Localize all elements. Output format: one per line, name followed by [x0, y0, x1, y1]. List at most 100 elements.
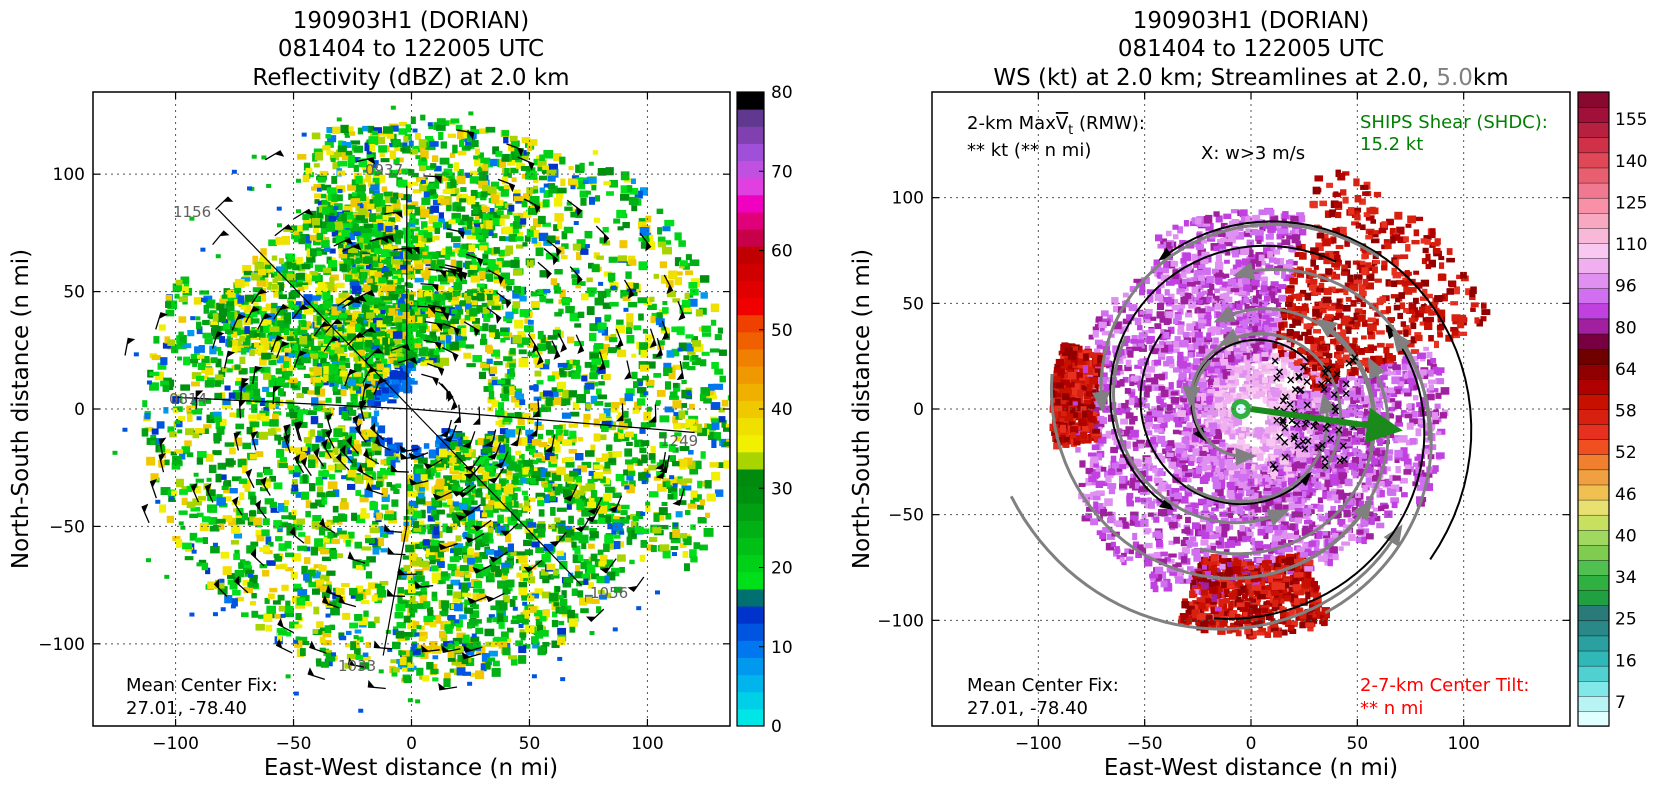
reflectivity-cell: [498, 419, 505, 428]
reflectivity-cell: [626, 527, 636, 533]
reflectivity-cell: [395, 483, 402, 489]
reflectivity-cell: [485, 220, 493, 230]
reflectivity-cell: [515, 231, 523, 241]
reflectivity-cell: [234, 278, 245, 288]
reflectivity-cell: [557, 362, 568, 368]
reflectivity-cell: [234, 549, 240, 556]
reflectivity-cell: [249, 577, 258, 586]
reflectivity-cell: [355, 175, 363, 184]
reflectivity-cell: [360, 327, 366, 336]
reflectivity-cell: [461, 656, 469, 665]
reflectivity-cell: [672, 364, 682, 370]
reflectivity-cell: [371, 416, 378, 423]
reflectivity-cell: [150, 473, 159, 481]
reflectivity-cell: [324, 246, 331, 252]
reflectivity-cell: [685, 334, 694, 339]
reflectivity-cell: [629, 480, 636, 487]
reflectivity-cell: [214, 392, 223, 400]
reflectivity-cell: [416, 667, 424, 676]
reflectivity-cell: [351, 266, 358, 274]
reflectivity-cell: [198, 559, 207, 565]
reflectivity-cell: [485, 214, 494, 219]
reflectivity-cell: [495, 483, 501, 490]
reflectivity-cell: [476, 647, 482, 656]
reflectivity-cell: [466, 363, 476, 368]
reflectivity-cell: [240, 305, 246, 310]
reflectivity-cell: [419, 205, 426, 210]
reflectivity-cell: [404, 282, 412, 287]
reflectivity-cell: [435, 348, 445, 353]
reflectivity-cell: [688, 282, 698, 289]
reflectivity-cell: [381, 259, 391, 265]
reflectivity-cell: [350, 393, 358, 402]
reflectivity-cell: [319, 636, 326, 643]
reflectivity-cell: [365, 389, 372, 398]
reflectivity-cell: [263, 341, 270, 350]
reflectivity-cell: [690, 491, 698, 498]
reflectivity-cell: [165, 309, 175, 317]
reflectivity-cell: [460, 587, 469, 596]
reflectivity-cell: [278, 258, 284, 265]
reflectivity-cell: [456, 194, 463, 201]
reflectivity-cell: [446, 584, 454, 590]
reflectivity-cell: [266, 281, 273, 290]
reflectivity-cell: [238, 562, 246, 569]
reflectivity-cell: [478, 267, 486, 273]
reflectivity-cell: [406, 479, 414, 488]
reflectivity-cell: [323, 237, 330, 242]
reflectivity-cell: [523, 325, 534, 333]
reflectivity-cell: [591, 598, 600, 604]
reflectivity-cell: [304, 535, 311, 545]
reflectivity-cell: [411, 444, 418, 452]
reflectivity-cell: [361, 321, 369, 327]
reflectivity-cell: [577, 580, 587, 585]
reflectivity-cell: [316, 352, 323, 358]
reflectivity-cell: [363, 202, 370, 210]
reflectivity-cell: [608, 337, 618, 343]
reflectivity-cell: [181, 497, 188, 505]
reflectivity-cell: [160, 357, 168, 365]
reflectivity-cell: [322, 345, 332, 352]
reflectivity-cell: [634, 190, 643, 199]
reflectivity-cell: [401, 267, 409, 274]
reflectivity-cell: [590, 362, 598, 371]
reflectivity-cell: [689, 425, 698, 431]
reflectivity-cell: [367, 165, 373, 174]
reflectivity-cell: [319, 451, 328, 458]
reflectivity-cell: [452, 144, 458, 154]
reflectivity-cell: [504, 167, 510, 176]
reflectivity-cell: [498, 641, 508, 649]
reflectivity-cell: [209, 345, 217, 355]
reflectivity-cell: [163, 459, 170, 466]
reflectivity-cell: [725, 423, 730, 430]
reflectivity-cell: [363, 294, 374, 301]
reflectivity-cell: [425, 266, 431, 276]
reflectivity-cell: [269, 326, 280, 332]
reflectivity-cell: [340, 355, 346, 361]
reflectivity-cell: [673, 271, 683, 276]
reflectivity-cell: [305, 500, 312, 509]
reflectivity-cell: [305, 234, 312, 244]
reflectivity-cell: [355, 585, 364, 592]
reflectivity-cell: [454, 465, 461, 471]
reflectivity-cell: [279, 457, 288, 462]
reflectivity-cell: [485, 661, 491, 670]
reflectivity-cell: [629, 188, 639, 195]
reflectivity-cell: [439, 157, 450, 165]
reflectivity-cell: [315, 250, 322, 257]
reflectivity-cell: [638, 313, 644, 321]
reflectivity-cell: [569, 312, 580, 322]
reflectivity-cell: [524, 318, 531, 324]
reflectivity-cell: [410, 148, 418, 155]
reflectivity-cell: [348, 249, 354, 257]
reflectivity-cell: [214, 579, 225, 589]
reflectivity-cell: [482, 323, 489, 332]
reflectivity-cell: [541, 591, 551, 599]
reflectivity-cell: [326, 126, 334, 133]
reflectivity-cell: [640, 528, 650, 535]
reflectivity-cell: [208, 464, 217, 474]
reflectivity-cell: [344, 435, 352, 441]
reflectivity-cell: [527, 139, 538, 146]
reflectivity-cell: [294, 465, 302, 475]
reflectivity-cell: [375, 390, 382, 396]
